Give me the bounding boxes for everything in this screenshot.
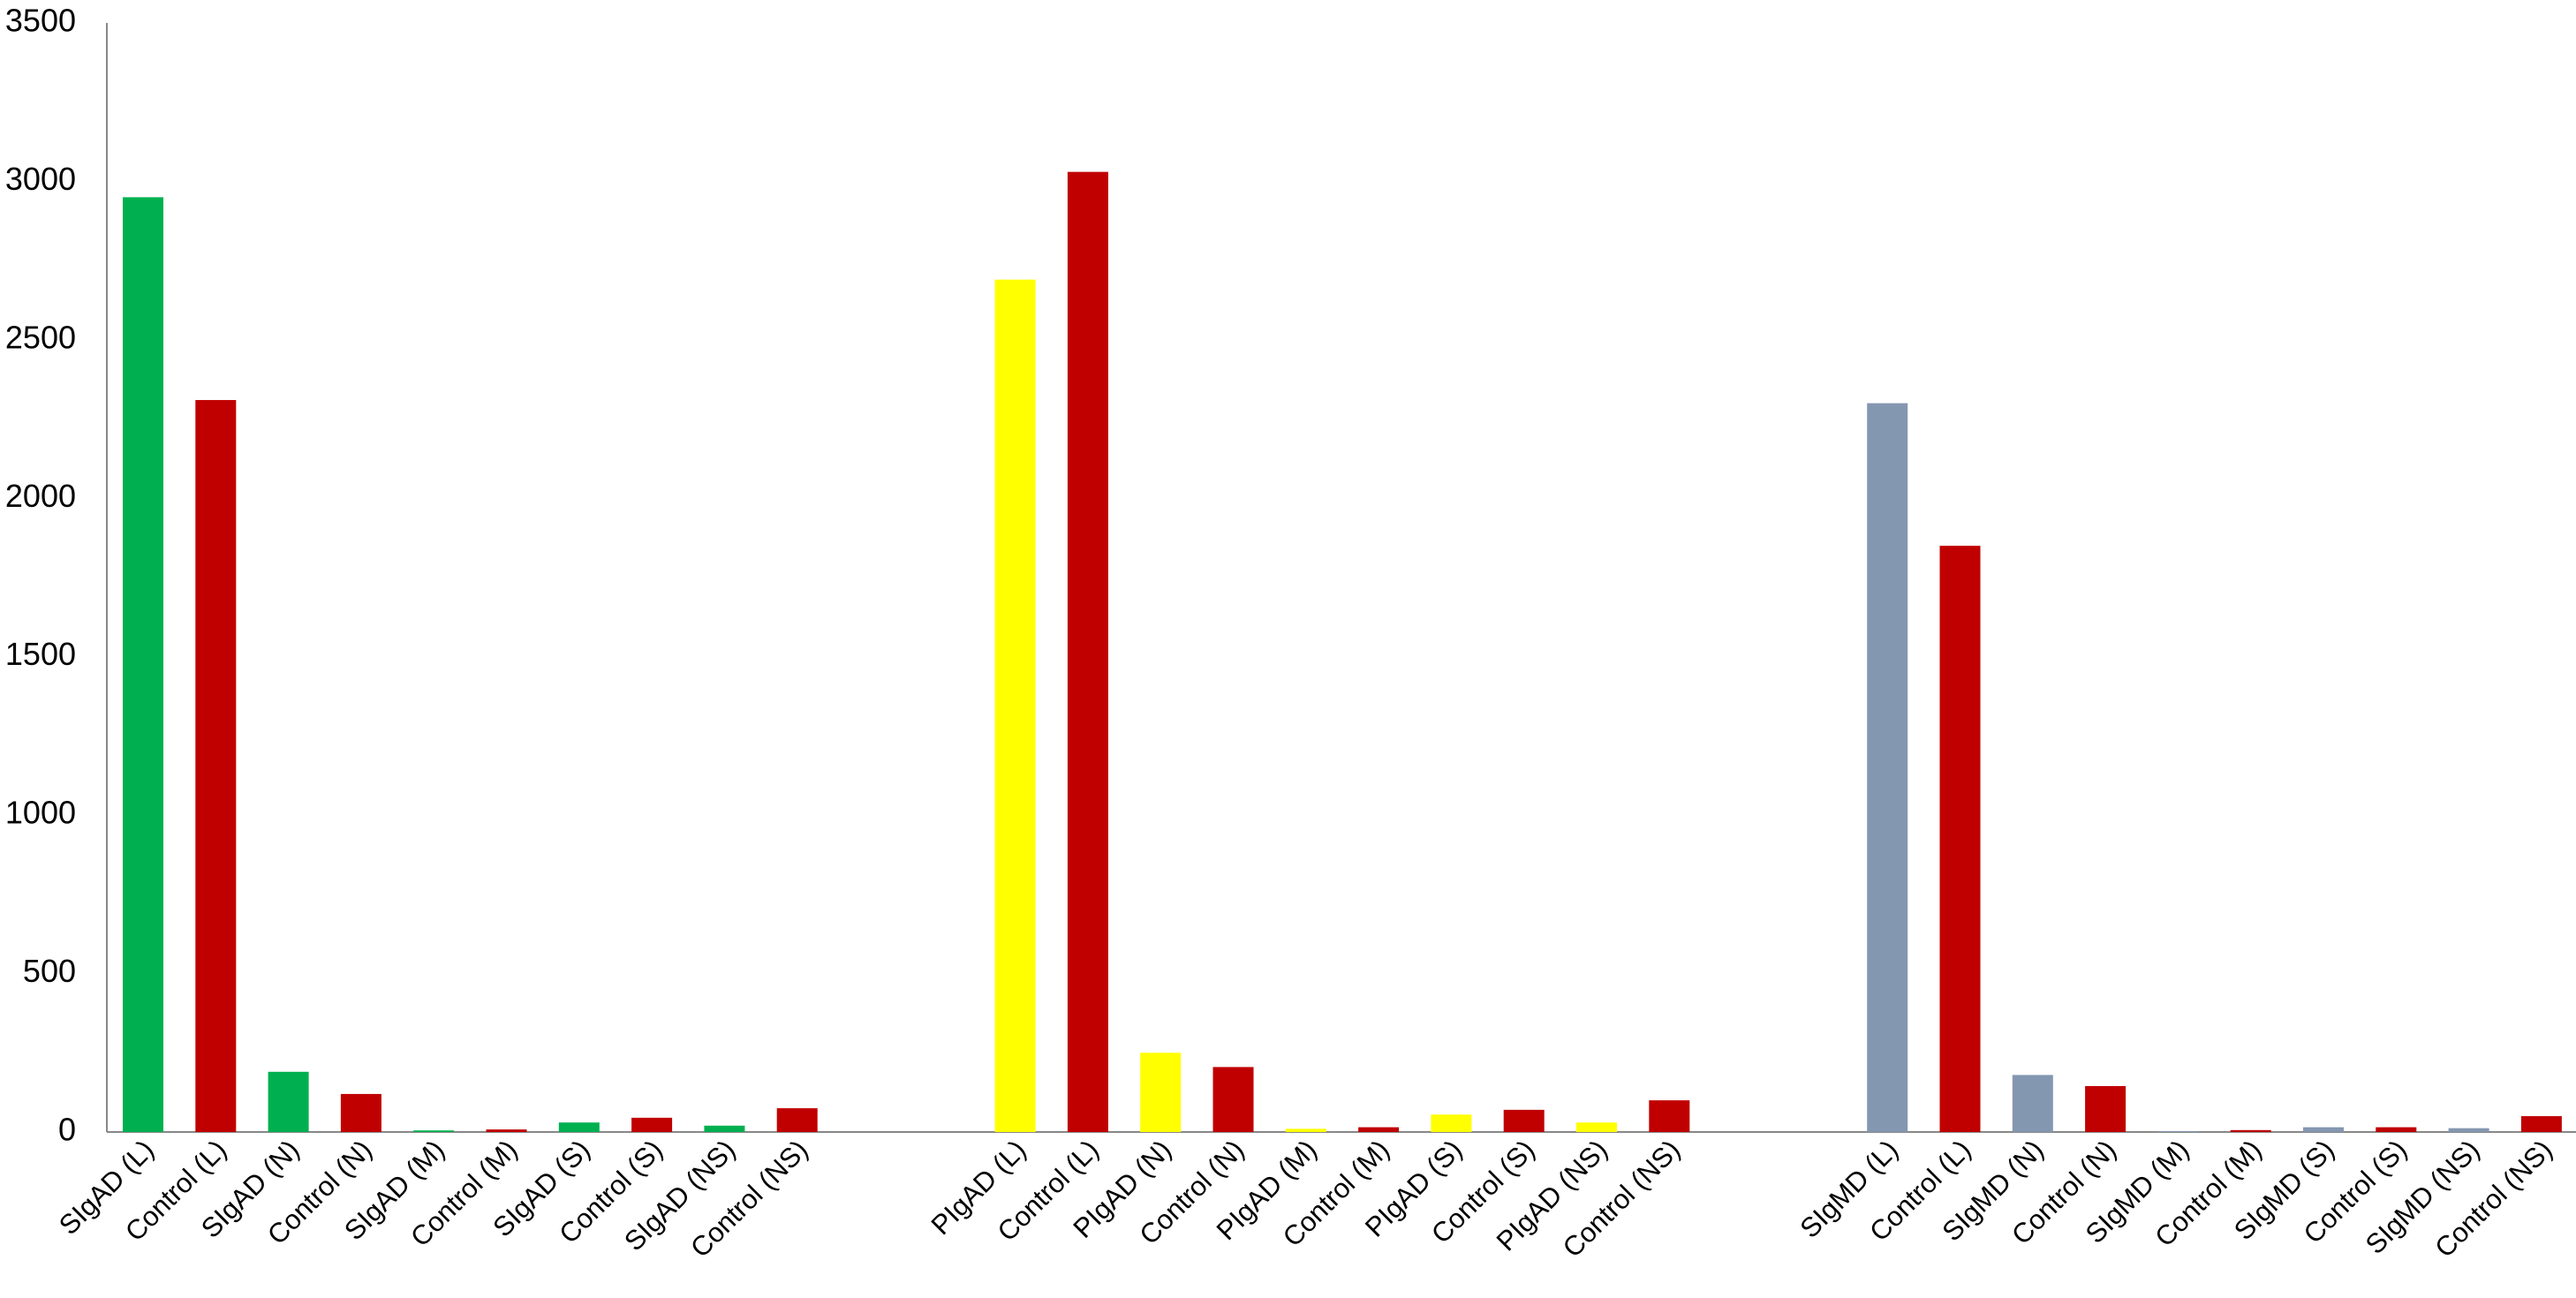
y-tick-label: 2000 <box>5 478 76 514</box>
bar <box>2085 1085 2127 1132</box>
bar <box>1576 1122 1617 1132</box>
bar <box>195 400 237 1132</box>
bar <box>2012 1075 2053 1132</box>
bar <box>1431 1114 1472 1132</box>
bar <box>2230 1129 2271 1132</box>
bar <box>1140 1053 1182 1132</box>
bar <box>2520 1116 2562 1132</box>
y-tick-label: 2500 <box>5 319 76 355</box>
bar <box>1212 1067 1254 1132</box>
y-tick-label: 1000 <box>5 795 76 831</box>
bar <box>2448 1128 2489 1132</box>
y-tick-label: 1500 <box>5 636 76 672</box>
bar <box>631 1117 673 1132</box>
bar <box>2376 1127 2417 1132</box>
y-tick-label: 3500 <box>5 3 76 39</box>
bar <box>1503 1109 1545 1132</box>
bar <box>123 197 163 1132</box>
bar <box>1867 403 1908 1133</box>
bar <box>2303 1127 2344 1132</box>
bar <box>268 1071 309 1132</box>
y-tick-label: 3000 <box>5 161 76 197</box>
y-tick-label: 0 <box>58 1112 76 1148</box>
bar <box>413 1130 455 1132</box>
bar <box>1285 1128 1326 1132</box>
bar <box>1358 1127 1400 1132</box>
bar <box>340 1093 381 1132</box>
bar <box>704 1125 745 1132</box>
bar <box>1067 171 1108 1133</box>
bar <box>1649 1100 1690 1132</box>
bar <box>558 1122 600 1132</box>
bar <box>486 1129 527 1132</box>
bar <box>2157 1130 2199 1132</box>
bar <box>994 279 1036 1132</box>
y-tick-label: 500 <box>23 953 76 989</box>
bar <box>776 1108 818 1132</box>
bar <box>1939 546 1981 1132</box>
